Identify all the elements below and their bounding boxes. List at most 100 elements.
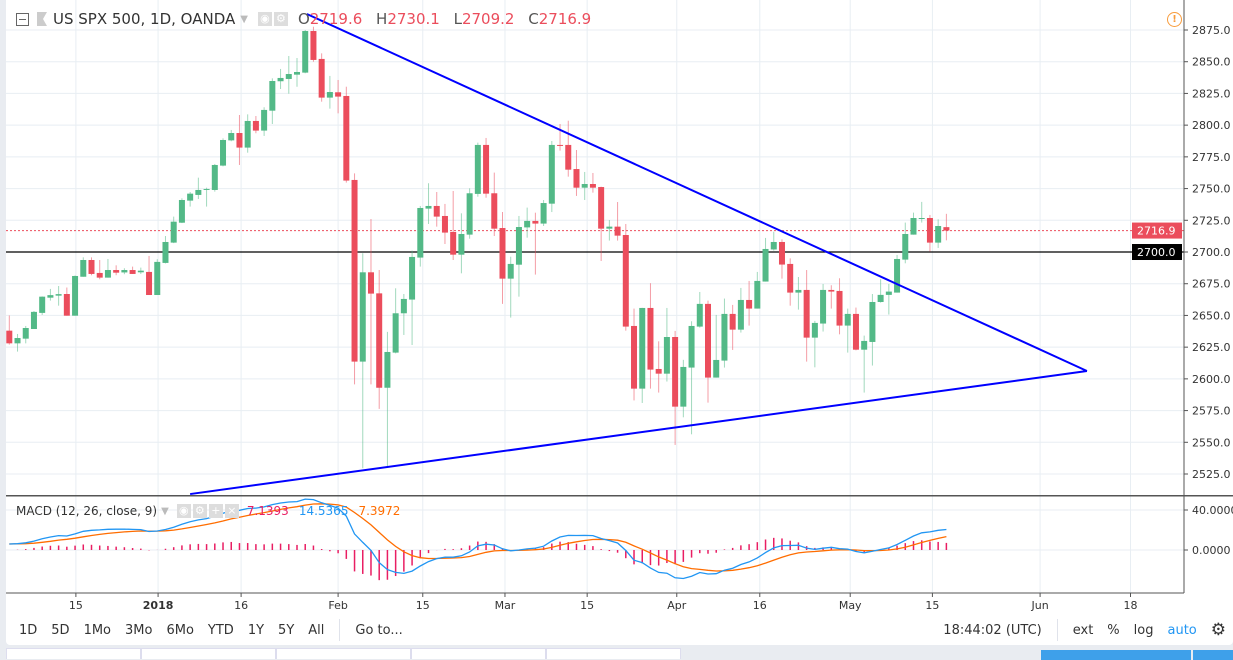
tab[interactable] [141, 648, 276, 659]
range-1y[interactable]: 1Y [247, 622, 265, 638]
chevron-down-icon[interactable]: ▼ [161, 505, 169, 517]
candle-body [409, 256, 416, 300]
candle [746, 280, 753, 326]
warning-icon[interactable]: ! [1167, 12, 1182, 27]
candle-body [746, 299, 753, 309]
range-5d[interactable]: 5D [51, 622, 70, 638]
candle [663, 307, 670, 382]
candle [836, 278, 843, 335]
candle-body [302, 31, 309, 73]
candle-body [285, 74, 292, 79]
candle-body [688, 325, 695, 368]
candle [483, 137, 490, 198]
macd-signal-line [9, 503, 947, 572]
candle [778, 239, 785, 279]
flag-icon[interactable] [37, 12, 47, 26]
candle-body [6, 330, 13, 344]
symbol-title[interactable]: US SPX 500, 1D, OANDA [53, 10, 236, 28]
candle [918, 201, 925, 223]
candle [318, 53, 325, 102]
candle-body [524, 220, 531, 228]
candle-body [532, 220, 539, 224]
price-axis-label: 2575.0 [1192, 405, 1231, 418]
gear-icon[interactable]: ⚙ [1210, 620, 1226, 640]
candle [515, 215, 522, 297]
candle-body [663, 337, 670, 374]
time-axis-label: Mar [495, 599, 516, 612]
clock-time[interactable]: 18:44:02 (UTC) [943, 622, 1042, 638]
eye-icon[interactable]: ◉ [257, 12, 272, 26]
price-chart[interactable]: 2875.0 2850.0 2825.0 2800.0 2775.0 2750.0 2725… [6, 0, 1233, 616]
candle-body [269, 80, 276, 111]
tab[interactable] [546, 648, 681, 659]
candle-body [55, 294, 62, 296]
collapse-icon[interactable] [16, 12, 29, 26]
price-axis-label: 2800.0 [1192, 119, 1231, 132]
candle [236, 114, 243, 165]
candle-body [795, 289, 802, 293]
ext-toggle[interactable]: ext [1072, 622, 1094, 638]
range-ytd[interactable]: YTD [207, 622, 234, 638]
candle-body [326, 92, 333, 98]
candle [795, 276, 802, 310]
candle-body [614, 226, 621, 236]
tab[interactable] [276, 648, 411, 659]
candle [14, 333, 21, 352]
candle-body [39, 296, 46, 313]
candle [532, 212, 539, 275]
close-label: C [528, 10, 539, 28]
candle-body [548, 144, 555, 204]
plus-icon[interactable]: + [208, 504, 223, 518]
open-value: 2719.6 [309, 10, 363, 28]
goto-button[interactable]: Go to... [355, 622, 403, 638]
candle-body [474, 144, 481, 194]
candle-body [277, 77, 284, 82]
candle-body [162, 241, 169, 263]
chevron-down-icon[interactable]: ▼ [240, 13, 248, 25]
candle [754, 271, 761, 309]
candle [474, 142, 481, 197]
candle-body [507, 263, 514, 279]
candle-body [137, 270, 144, 273]
log-toggle[interactable]: log [1133, 622, 1154, 638]
range-3mo[interactable]: 3Mo [125, 622, 153, 638]
close-icon[interactable]: × [224, 504, 239, 518]
percent-toggle[interactable]: % [1107, 622, 1120, 638]
time-axis-label: Apr [667, 599, 687, 612]
candle-body [466, 193, 473, 235]
range-all[interactable]: All [308, 622, 325, 638]
range-5y[interactable]: 5Y [278, 622, 295, 638]
candle-body [170, 221, 177, 243]
price-axis-label: 2850.0 [1192, 56, 1231, 69]
tab[interactable] [6, 648, 141, 659]
action-dropdown-button[interactable] [1193, 650, 1233, 660]
time-axis-label: 15 [925, 599, 939, 612]
action-button[interactable] [1041, 650, 1191, 660]
chart-container: 2875.0 2850.0 2825.0 2800.0 2775.0 2750.0 2725… [6, 0, 1233, 645]
candle [688, 321, 695, 435]
candle-body [203, 188, 210, 190]
auto-toggle[interactable]: auto [1167, 622, 1197, 638]
eye-icon[interactable]: ◉ [176, 504, 191, 518]
candle [80, 257, 87, 277]
candle-body [943, 227, 950, 231]
macd-title[interactable]: MACD (12, 26, close, 9) [16, 504, 158, 518]
gear-icon[interactable]: ⚙ [192, 504, 207, 518]
horizontal-line-badge [1132, 244, 1182, 261]
close-value: 2716.9 [538, 10, 592, 28]
candle [335, 79, 342, 114]
last-price-label: 2716.9 [1137, 225, 1176, 238]
candle [72, 275, 79, 316]
range-6mo[interactable]: 6Mo [166, 622, 194, 638]
candle [104, 258, 111, 278]
candle-body [926, 218, 933, 243]
range-1mo[interactable]: 1Mo [83, 622, 112, 638]
candle [113, 265, 120, 276]
tab[interactable] [411, 648, 546, 659]
candle [351, 173, 358, 385]
gear-icon[interactable]: ⚙ [273, 12, 288, 26]
candle [277, 68, 284, 89]
range-1d[interactable]: 1D [19, 622, 38, 638]
candle-body [885, 291, 892, 295]
candle-body [696, 303, 703, 327]
